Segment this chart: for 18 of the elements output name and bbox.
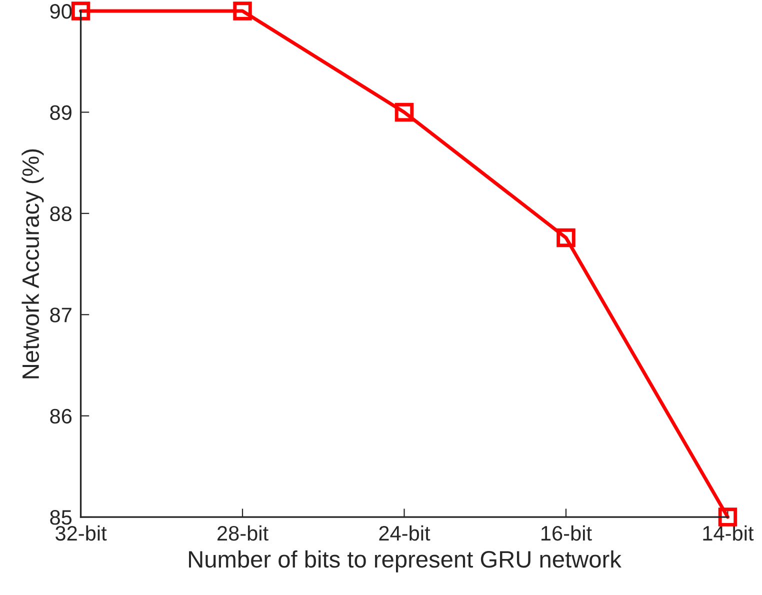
x-tick-label: 32-bit — [56, 525, 107, 541]
y-tick-label: 87 — [50, 308, 72, 322]
point — [556, 228, 576, 248]
point — [71, 2, 90, 20]
y-tick-label: 86 — [50, 408, 72, 424]
point — [394, 102, 414, 122]
y-tick-label: 85 — [50, 510, 72, 525]
y-axis-title: Network Accuracy (%) — [22, 149, 44, 378]
point — [233, 2, 252, 20]
x-tick-label: 14-bit — [703, 525, 754, 541]
y-tick-label: 89 — [50, 105, 72, 120]
point — [718, 508, 738, 526]
x-axis-title: Number of bits to represent GRU network — [189, 550, 622, 572]
y-tick-label: 90 — [50, 4, 72, 19]
x-tick-label: 16-bit — [542, 525, 592, 541]
x-tick-label: 24-bit — [379, 525, 430, 541]
y-tick-label: 88 — [50, 206, 72, 222]
x-tick-label: 28-bit — [218, 525, 268, 541]
